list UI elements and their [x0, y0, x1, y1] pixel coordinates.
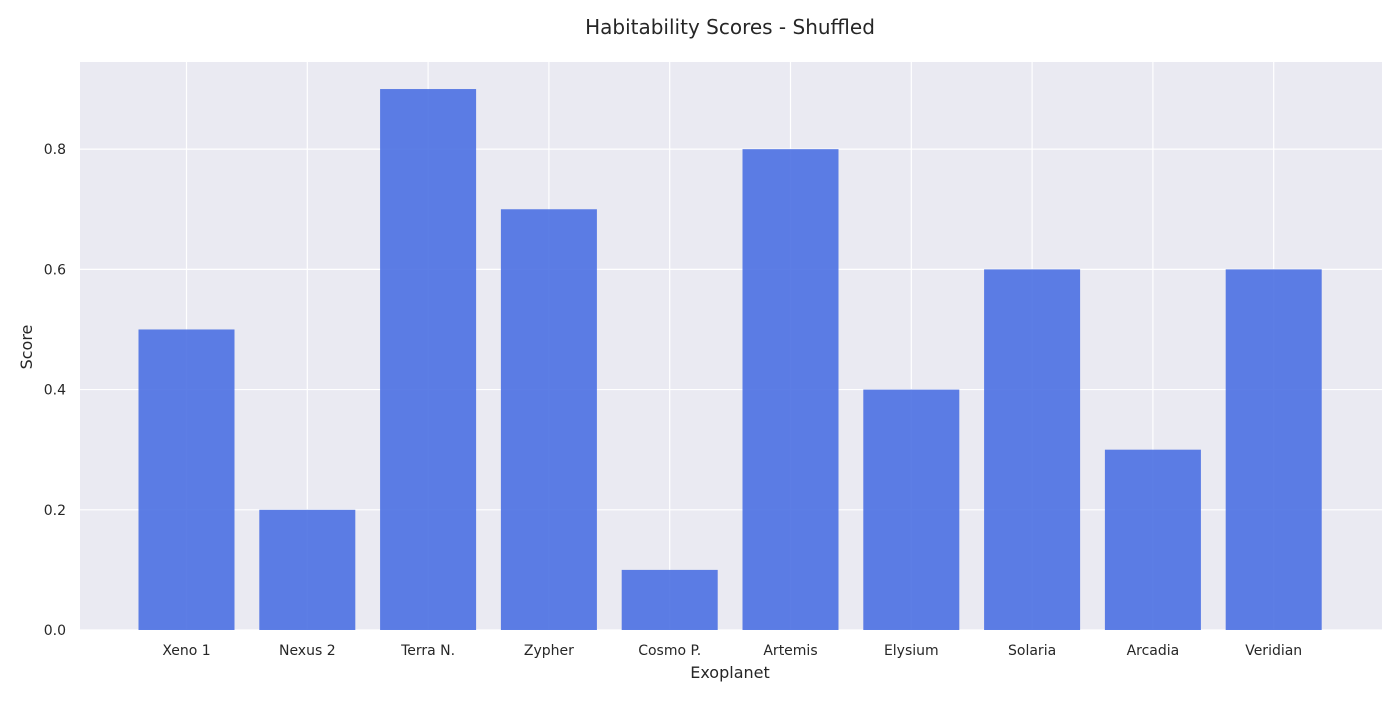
bar-veridian	[1225, 269, 1322, 630]
x-tick-label: Xeno 1	[162, 643, 210, 659]
x-tick-label: Elysium	[884, 643, 939, 659]
tick-labels: 0.0 0.2 0.4 0.6 0.8 Xeno 1 Nexus 2 Terra N. Zyph…	[44, 142, 1302, 659]
y-tick-label: 0.8	[44, 142, 66, 158]
bar-terra-n	[380, 89, 477, 631]
x-tick-label: Cosmo P.	[638, 643, 701, 659]
bar-nexus-2	[259, 509, 356, 630]
bar-cosmo-p	[621, 569, 718, 630]
x-tick-label: Nexus 2	[279, 643, 336, 659]
bar-arcadia	[1104, 449, 1201, 630]
bar-artemis	[742, 149, 839, 630]
x-tick-label: Artemis	[763, 643, 817, 659]
x-tick-label: Zypher	[524, 643, 574, 659]
chart-title: Habitability Scores - Shuffled	[585, 15, 875, 39]
x-tick-label: Veridian	[1245, 643, 1302, 659]
bar-solaria	[984, 269, 1081, 630]
bar-xeno-1	[138, 329, 235, 630]
y-axis-label: Score	[17, 325, 36, 370]
bar-elysium	[863, 389, 960, 630]
y-tick-label: 0.2	[44, 503, 66, 519]
x-tick-label: Solaria	[1008, 643, 1056, 659]
bar-zypher	[500, 209, 597, 630]
y-tick-label: 0.6	[44, 262, 66, 278]
y-tick-label: 0.4	[44, 383, 66, 399]
y-tick-label: 0.0	[44, 623, 66, 639]
x-axis-label: Exoplanet	[690, 663, 770, 682]
x-tick-label: Terra N.	[400, 643, 455, 659]
bars	[138, 89, 1322, 631]
x-tick-label: Arcadia	[1127, 643, 1180, 659]
